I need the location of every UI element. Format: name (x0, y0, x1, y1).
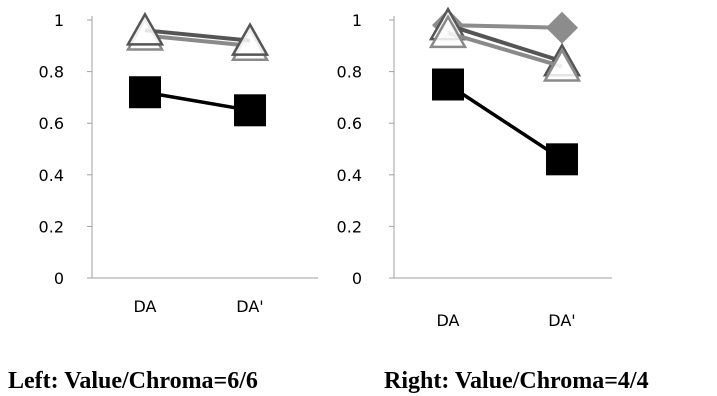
right-series-1-line (447, 23, 563, 64)
right-x-category-label: DA' (548, 311, 575, 330)
right-y-tick-label: 0.4 (337, 166, 362, 185)
left-chart-panel: 0 0.2 0.4 0.6 0.8 1 DA DA' (39, 11, 318, 316)
left-x-category-label: DA' (236, 297, 263, 316)
left-series-1-line (144, 28, 251, 43)
left-caption: Left: Value/Chroma=6/6 (8, 368, 258, 394)
left-square-marker (129, 76, 161, 109)
left-square-marker (234, 94, 266, 127)
left-y-tick-label: 0 (54, 269, 64, 288)
right-series-0-line (447, 23, 563, 30)
right-series-3-line (447, 83, 563, 161)
left-y-tick-label: 0.6 (39, 114, 64, 133)
right-square-marker (546, 143, 578, 176)
right-triangle-marker (542, 47, 582, 82)
right-chart-panel: 0 0.2 0.4 0.6 0.8 1 DA DA' (337, 6, 612, 330)
left-y-tick-label: 1 (54, 11, 64, 30)
left-x-category-label: DA (134, 297, 157, 316)
left-triangle-marker (125, 11, 165, 46)
right-y-tick-label: 0.8 (337, 63, 362, 82)
right-x-category-label: DA (437, 311, 460, 330)
right-triangle-marker (428, 14, 468, 49)
right-y-tick-label: 0 (352, 269, 362, 288)
left-y-tick-label: 0.8 (39, 63, 64, 82)
left-triangle-marker (230, 22, 270, 56)
left-series-2-line (144, 90, 251, 113)
right-y-tick-label: 0.2 (337, 217, 362, 236)
right-square-marker (432, 68, 464, 101)
right-diamond-marker (546, 11, 578, 44)
right-caption: Right: Value/Chroma=4/4 (384, 368, 649, 394)
right-y-tick-label: 0.6 (337, 114, 362, 133)
left-y-tick-label: 0.4 (39, 166, 64, 185)
right-series-2-line (447, 30, 563, 69)
left-y-tick-label: 0.2 (39, 217, 64, 236)
right-y-tick-label: 1 (352, 11, 362, 30)
left-series-0-line (144, 33, 251, 48)
